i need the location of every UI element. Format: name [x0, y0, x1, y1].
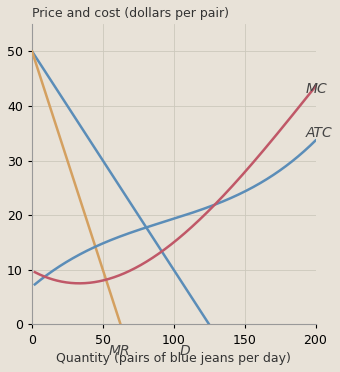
Text: ATC: ATC	[306, 126, 333, 140]
Text: MR: MR	[109, 344, 131, 357]
Text: Price and cost (dollars per pair): Price and cost (dollars per pair)	[32, 7, 229, 20]
X-axis label: Quantity (pairs of blue jeans per day): Quantity (pairs of blue jeans per day)	[56, 352, 291, 365]
Text: D: D	[180, 344, 190, 357]
Text: MC: MC	[306, 83, 327, 96]
